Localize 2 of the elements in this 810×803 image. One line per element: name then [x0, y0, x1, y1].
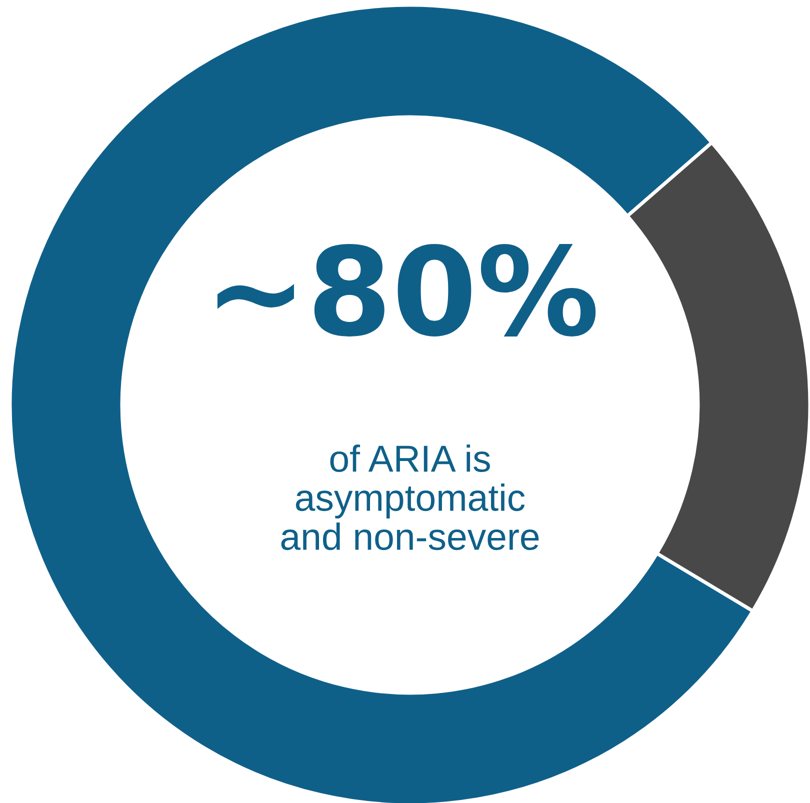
- text: of ARIA is asymptomatic and non-severe: [281, 444, 539, 550]
- text: ~80%: [217, 244, 596, 336]
